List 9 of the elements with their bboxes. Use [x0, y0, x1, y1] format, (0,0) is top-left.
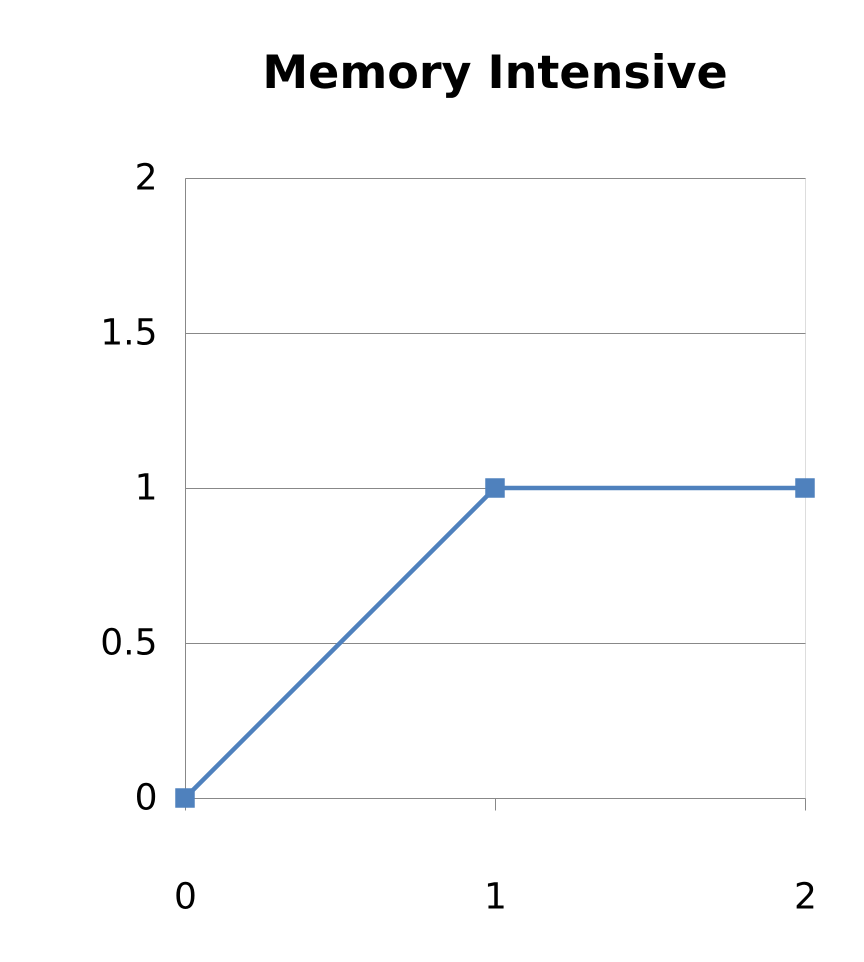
y-tick-label: 0.5	[100, 622, 158, 664]
x-tick-label: 0	[174, 876, 197, 918]
y-tick-label: 0	[134, 778, 158, 818]
x-tick-label: 1	[484, 876, 507, 918]
y-tick-label: 2	[134, 158, 158, 198]
chart-title: Memory Intensive	[262, 45, 728, 99]
y-tick-label: 1	[134, 468, 158, 508]
y-tick-label: 1.5	[100, 312, 158, 354]
x-tick-label: 2	[794, 876, 817, 918]
